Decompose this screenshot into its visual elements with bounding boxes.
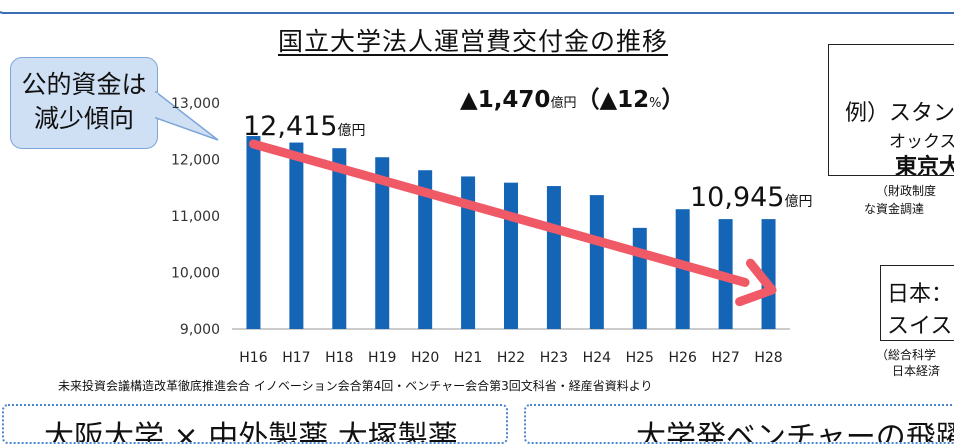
x-tick-label: H19 xyxy=(368,350,396,366)
comparison-swiss: スイス： xyxy=(887,314,954,339)
example-note-2: な資金調達 xyxy=(864,202,925,216)
change-unit: 億円 xyxy=(550,96,577,111)
change-percent-sign: % xyxy=(649,96,662,111)
x-tick-label: H25 xyxy=(626,350,654,366)
bar xyxy=(761,219,776,329)
callout-line-1: 公的資金は xyxy=(21,70,147,99)
start-value-label: 12,415億円 xyxy=(243,113,365,145)
callout-tail xyxy=(150,90,219,141)
bar xyxy=(246,136,261,329)
x-tick-label: H22 xyxy=(497,350,525,366)
x-tick-label: H21 xyxy=(454,350,482,366)
example-line-1: 例）スタンフォ xyxy=(845,101,954,126)
source-note: 未来投資会議構造改革徹底推進会合 イノベーション会合第4回・ベンチャー会合第3回… xyxy=(58,379,653,393)
comparison-note-1: （総合科学 xyxy=(876,348,937,362)
bar xyxy=(461,176,476,329)
bar xyxy=(589,195,604,329)
bar xyxy=(504,182,518,329)
y-tick-label: 10,000 xyxy=(171,266,220,282)
x-tick-label: H18 xyxy=(325,350,353,366)
callout-line-2: 減少傾向 xyxy=(33,104,134,133)
x-tick-label: H16 xyxy=(239,350,267,366)
x-tick-label: H20 xyxy=(411,350,439,366)
trend-arrow-head xyxy=(735,258,777,307)
comparison-japan: 日本： xyxy=(887,282,954,307)
x-tick-label: H26 xyxy=(669,350,697,366)
callout-bubble: 公的資金は 減少傾向 xyxy=(10,57,158,149)
change-annotation: ▲1,470億円（▲12%） xyxy=(460,80,685,114)
example-line-3: 東京大 xyxy=(895,155,954,176)
trend-arrow-shaft xyxy=(248,139,750,287)
bottom-left-panel: 大阪大学 × 中外製薬 大塚製薬 xyxy=(2,404,508,444)
bottom-right-text: 大学発ベンチャーの飛躍 xyxy=(636,420,954,444)
x-tick-label: H23 xyxy=(540,350,568,366)
bottom-right-panel: 大学発ベンチャーの飛躍 xyxy=(524,404,954,444)
change-paren-close: ） xyxy=(661,87,685,113)
comparison-box: 日本： スイス： xyxy=(880,265,954,341)
chart-title: 国立大学法人運営費交付金の推移 xyxy=(278,27,669,56)
end-value: 10,945 xyxy=(690,182,785,213)
y-tick-label: 9,000 xyxy=(180,322,220,338)
bar xyxy=(289,142,304,329)
x-tick-label: H17 xyxy=(282,350,310,366)
example-line-2: オックスフォ xyxy=(889,132,954,152)
y-tick-label: 12,000 xyxy=(171,153,220,169)
comparison-note-2: 日本経済 xyxy=(892,364,941,378)
start-unit: 億円 xyxy=(337,123,366,139)
start-value: 12,415 xyxy=(243,111,338,142)
y-tick-label: 13,000 xyxy=(171,96,220,112)
change-value: ▲1,470 xyxy=(460,87,551,113)
example-note-1: （財政制度 xyxy=(876,184,937,198)
x-tick-label: H24 xyxy=(583,350,611,366)
bar-chart: 9,000 10,000 11,000 12,000 13,000 H16 H17 H18 H1… xyxy=(171,96,790,366)
bar xyxy=(546,186,561,329)
bar xyxy=(632,227,647,329)
bar xyxy=(418,170,433,329)
change-percent-value: （▲12 xyxy=(576,87,650,113)
y-tick-label: 11,000 xyxy=(171,209,220,225)
bar xyxy=(375,157,390,329)
bar xyxy=(332,148,347,329)
x-tick-label: H27 xyxy=(711,350,739,366)
example-box: 例）スタンフォ オックスフォ 東京大 xyxy=(828,44,954,176)
top-banner-frame xyxy=(0,0,954,14)
bottom-left-text: 大阪大学 × 中外製薬 大塚製薬 xyxy=(44,420,458,444)
x-tick-label: H28 xyxy=(754,350,782,366)
end-unit: 億円 xyxy=(784,194,813,210)
end-value-label: 10,945億円 xyxy=(690,184,812,216)
